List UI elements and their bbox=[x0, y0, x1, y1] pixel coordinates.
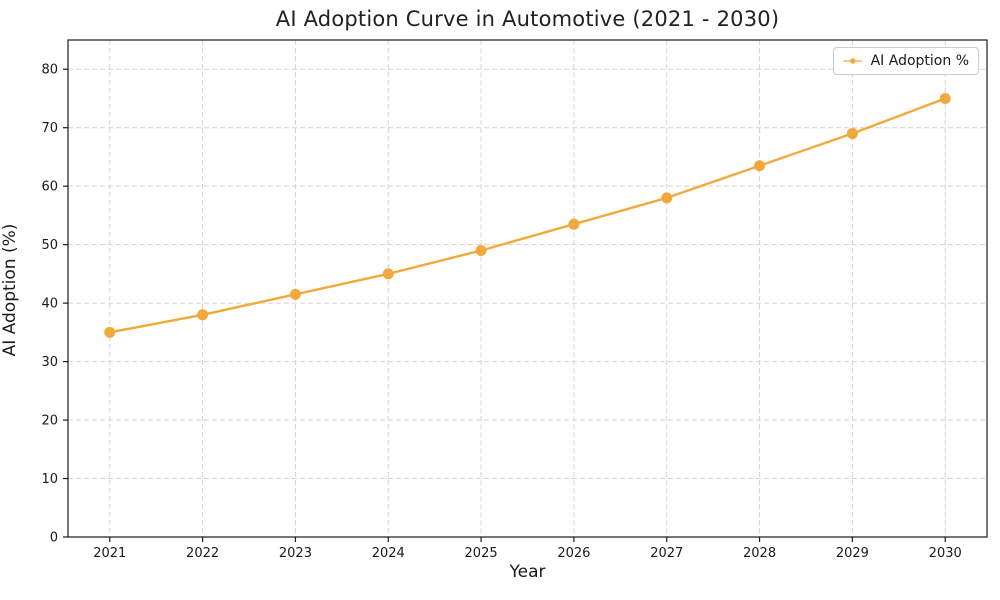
x-axis-label: Year bbox=[509, 562, 546, 582]
axes-border bbox=[67, 39, 988, 538]
data-point-marker bbox=[289, 288, 301, 300]
data-point-marker bbox=[104, 326, 116, 338]
chart-title: AI Adoption Curve in Automotive (2021 - … bbox=[275, 7, 780, 31]
y-tick-label: 20 bbox=[41, 414, 58, 429]
data-point-marker bbox=[475, 244, 487, 256]
x-tick-label: 2022 bbox=[186, 546, 219, 561]
x-tick-label: 2023 bbox=[279, 546, 312, 561]
data-point-marker bbox=[197, 309, 209, 321]
x-tick-label: 2026 bbox=[557, 546, 590, 561]
data-point-marker bbox=[568, 218, 580, 230]
x-tick-label: 2028 bbox=[743, 546, 776, 561]
x-tick-label: 2027 bbox=[650, 546, 683, 561]
y-axis-label: AI Adoption (%) bbox=[0, 223, 20, 357]
x-tick-label: 2024 bbox=[372, 546, 405, 561]
x-tick-label: 2029 bbox=[836, 546, 869, 561]
data-point-marker bbox=[939, 92, 951, 104]
y-tick-label: 70 bbox=[41, 121, 58, 136]
data-point-marker bbox=[754, 160, 766, 172]
data-point-marker bbox=[382, 268, 394, 280]
data-point-marker bbox=[661, 192, 673, 204]
series-line bbox=[108, 97, 947, 334]
legend-label: AI Adoption % bbox=[870, 53, 969, 69]
y-tick-label: 80 bbox=[41, 63, 58, 78]
y-tick-label: 50 bbox=[41, 238, 58, 253]
x-tick-label: 2021 bbox=[93, 546, 126, 561]
y-tick-label: 0 bbox=[50, 531, 58, 546]
y-tick-label: 60 bbox=[41, 180, 58, 195]
x-tick-label: 2025 bbox=[465, 546, 498, 561]
x-tick-label: 2030 bbox=[929, 546, 962, 561]
legend-line-marker-icon bbox=[843, 58, 863, 64]
y-tick-label: 40 bbox=[41, 297, 58, 312]
data-point-marker bbox=[846, 128, 858, 140]
y-tick-label: 10 bbox=[41, 472, 58, 487]
legend: AI Adoption % bbox=[833, 47, 979, 75]
y-tick-label: 30 bbox=[41, 355, 58, 370]
